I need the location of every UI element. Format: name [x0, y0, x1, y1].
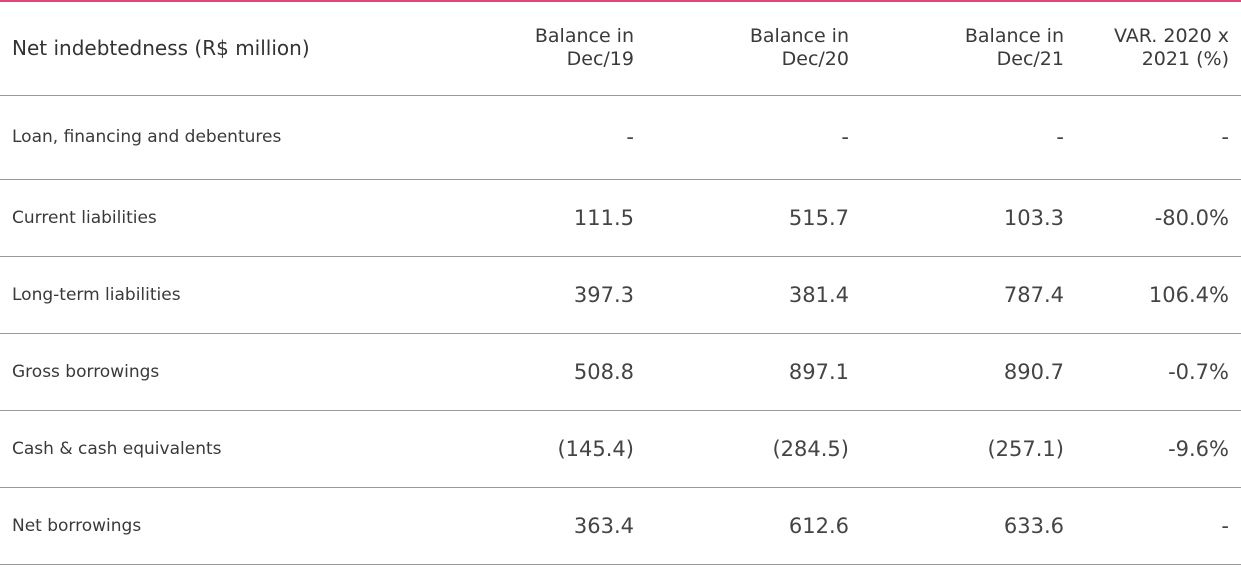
cell-variation: -0.7% — [1064, 333, 1241, 411]
cell-dec20: 612.6 — [634, 487, 849, 565]
top-accent-rule — [0, 0, 1241, 2]
cell-variation: -9.6% — [1064, 410, 1241, 488]
cell-dec19: 111.5 — [420, 179, 634, 257]
cell-dec21: (257.1) — [849, 410, 1064, 488]
cell-dec19: 508.8 — [420, 333, 634, 411]
row-label: Loan, financing and debentures — [0, 95, 420, 180]
cell-dec21: 633.6 — [849, 487, 1064, 565]
cell-variation: 106.4% — [1064, 256, 1241, 334]
cell-dec20: - — [634, 95, 849, 180]
table-row: Cash & cash equivalents (145.4) (284.5) … — [0, 410, 1241, 488]
row-label: Cash & cash equivalents — [0, 410, 420, 488]
column-header-dec20: Balance in Dec/20 — [634, 2, 849, 96]
column-header-dec21: Balance in Dec/21 — [849, 2, 1064, 96]
cell-dec21: 890.7 — [849, 333, 1064, 411]
table-title: Net indebtedness (R$ million) — [0, 2, 420, 96]
table-header-row: Net indebtedness (R$ million) Balance in… — [0, 2, 1241, 96]
cell-dec19: - — [420, 95, 634, 180]
table-row: Current liabilities 111.5 515.7 103.3 -8… — [0, 179, 1241, 257]
cell-dec20: (284.5) — [634, 410, 849, 488]
row-label: Current liabilities — [0, 179, 420, 257]
row-label: Gross borrowings — [0, 333, 420, 411]
row-label: Long-term liabilities — [0, 256, 420, 334]
cell-variation: -80.0% — [1064, 179, 1241, 257]
cell-variation: - — [1064, 487, 1241, 565]
table-row: Long-term liabilities 397.3 381.4 787.4 … — [0, 256, 1241, 334]
table-row: Gross borrowings 508.8 897.1 890.7 -0.7% — [0, 333, 1241, 411]
cell-dec21: - — [849, 95, 1064, 180]
cell-dec20: 897.1 — [634, 333, 849, 411]
cell-dec21: 787.4 — [849, 256, 1064, 334]
table-row: Net borrowings 363.4 612.6 633.6 - — [0, 487, 1241, 565]
cell-dec19: (145.4) — [420, 410, 634, 488]
row-label: Net borrowings — [0, 487, 420, 565]
cell-dec19: 363.4 — [420, 487, 634, 565]
cell-variation: - — [1064, 95, 1241, 180]
cell-dec21: 103.3 — [849, 179, 1064, 257]
cell-dec19: 397.3 — [420, 256, 634, 334]
table-row: Loan, financing and debentures - - - - — [0, 95, 1241, 180]
column-header-dec19: Balance in Dec/19 — [420, 2, 634, 96]
cell-dec20: 381.4 — [634, 256, 849, 334]
cell-dec20: 515.7 — [634, 179, 849, 257]
column-header-variation: VAR. 2020 x 2021 (%) — [1064, 2, 1241, 96]
